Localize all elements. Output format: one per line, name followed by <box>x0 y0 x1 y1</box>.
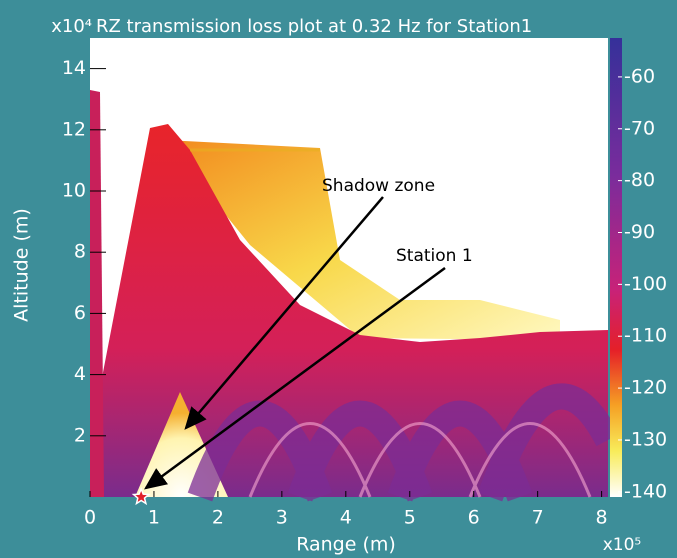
colorbar-tick-label: -60 <box>624 65 655 87</box>
x-tick-label: 2 <box>212 507 224 529</box>
station-marker <box>131 486 151 506</box>
annotation: Station 1 <box>396 246 473 266</box>
colorbar-tick-label: -120 <box>624 377 667 399</box>
y-tick-label: 4 <box>74 363 86 385</box>
colorbar-tick-label: -100 <box>624 273 667 295</box>
x-tick-label: 7 <box>532 507 544 529</box>
y-tick-label: 10 <box>62 180 86 202</box>
colorbar-tick-label: -130 <box>624 428 667 450</box>
x-tick-label: 8 <box>596 507 608 529</box>
colorbar-tick-label: -80 <box>624 169 655 191</box>
y-tick-label: 14 <box>62 57 86 79</box>
y-axis-label: Altitude (m) <box>11 208 33 322</box>
colorbar-tick-label: -140 <box>624 480 667 502</box>
colorbar-tick-label: -90 <box>624 221 655 243</box>
chart-title: RZ transmission loss plot at 0.32 Hz for… <box>96 16 532 37</box>
x-axis-label: Range (m) <box>296 534 396 556</box>
x-tick-label: 4 <box>340 507 352 529</box>
x-multiplier: x10⁵ <box>603 535 642 555</box>
x-tick-label: 1 <box>148 507 160 529</box>
x-tick-label: 0 <box>84 507 96 529</box>
colorbar-tick-label: -70 <box>624 117 655 139</box>
field <box>90 38 620 502</box>
x-tick-label: 6 <box>468 507 480 529</box>
y-tick-label: 2 <box>74 424 86 446</box>
y-tick-label: 6 <box>74 302 86 324</box>
colorbar <box>610 38 622 497</box>
y-tick-label: 8 <box>74 241 86 263</box>
x-tick-label: 3 <box>276 507 288 529</box>
annotation: Shadow zone <box>322 176 435 196</box>
y-multiplier: x10⁴ <box>51 16 92 37</box>
arrow <box>143 266 446 490</box>
colorbar-tick-label: -110 <box>624 325 667 347</box>
arrow <box>184 196 384 430</box>
y-tick-label: 12 <box>62 118 86 140</box>
x-tick-label: 5 <box>404 507 416 529</box>
